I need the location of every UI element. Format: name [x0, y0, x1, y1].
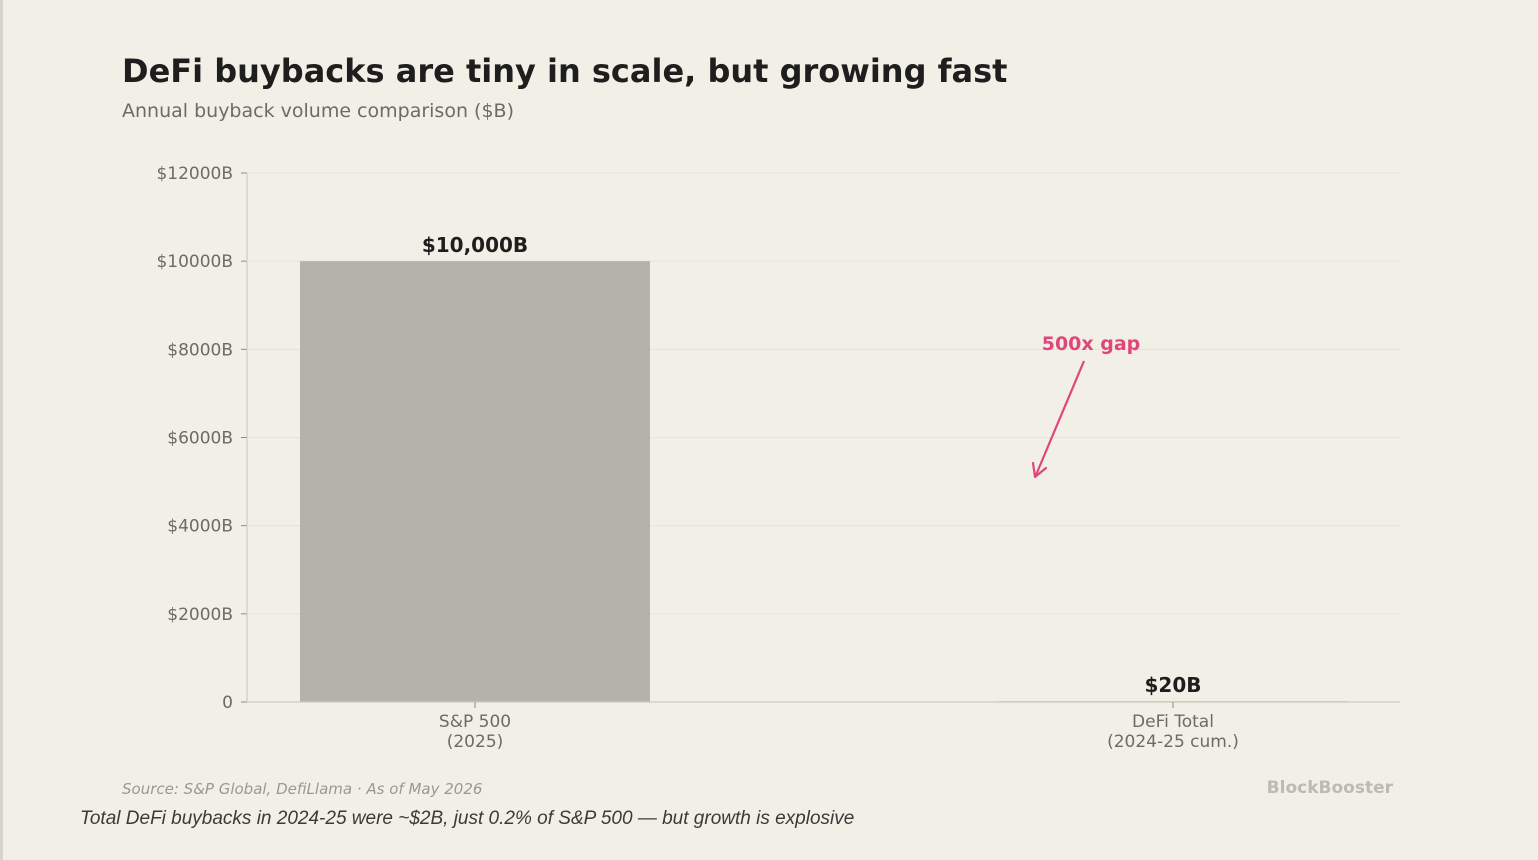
data-label: $20B: [1145, 673, 1202, 697]
source-note: Source: S&P Global, DefiLlama · As of Ma…: [122, 780, 483, 798]
y-tick-label: $10000B: [156, 252, 233, 272]
axes: [241, 172, 1400, 708]
annotation-label: 500x gap: [1042, 333, 1141, 355]
y-tick-label: 0: [222, 693, 233, 713]
arrowhead-icon: [1031, 461, 1048, 479]
left-border: [0, 0, 3, 860]
y-tick-label: $12000B: [156, 164, 233, 184]
bars: [300, 261, 1348, 702]
y-tick-label: $8000B: [167, 340, 233, 360]
x-tick-label: S&P 500: [439, 712, 511, 732]
brand-watermark: BlockBooster: [1266, 778, 1393, 798]
labels: 0 $2000B $4000B $6000B $8000B $10000B $12000B S…: [156, 164, 1238, 752]
annotation-arrow: [1034, 360, 1086, 476]
x-tick-label: (2024-25 cum.): [1107, 732, 1239, 752]
caption: Total DeFi buybacks in 2024-25 were ~$2B…: [80, 808, 855, 829]
y-tick-label: $4000B: [167, 517, 233, 537]
bar: [300, 261, 650, 702]
chart-title: DeFi buybacks are tiny in scale, but gro…: [122, 52, 1008, 90]
x-tick-label: (2025): [447, 732, 504, 752]
y-tick-label: $2000B: [167, 605, 233, 625]
data-label: $10,000B: [422, 233, 528, 257]
chart-subtitle: Annual buyback volume comparison ($B): [122, 100, 514, 122]
annotation: 500x gap: [1031, 333, 1141, 479]
x-tick-label: DeFi Total: [1132, 712, 1214, 732]
y-tick-label: $6000B: [167, 429, 233, 449]
